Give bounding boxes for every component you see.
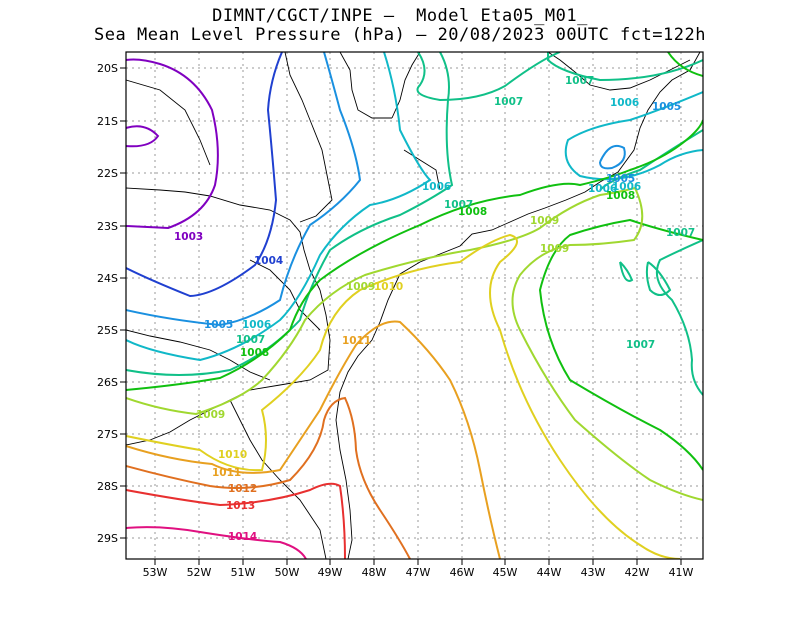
x-tick-label: 43W — [581, 566, 606, 579]
isobar-1010 — [126, 233, 681, 559]
x-tick-label: 53W — [143, 566, 168, 579]
contour-label-1009: 1009 — [540, 243, 569, 255]
coastline-borders — [126, 52, 701, 559]
contour-label-1014: 1014 — [228, 531, 257, 543]
isobar-1011 — [126, 320, 501, 559]
contour-label-1006: 1006 — [422, 181, 451, 193]
map-frame — [125, 51, 704, 560]
y-tick-label: 28S — [97, 480, 118, 493]
contour-label-1012: 1012 — [228, 483, 257, 495]
x-tick-label: 48W — [362, 566, 387, 579]
contour-label-1010: 1010 — [374, 281, 403, 293]
title-line-2: Sea Mean Level Pressure (hPa) – 20/08/20… — [94, 25, 706, 45]
isobar-1008-s — [538, 218, 703, 471]
contour-label-1005: 1005 — [204, 319, 233, 331]
x-tick-label: 45W — [493, 566, 518, 579]
contour-label-1006: 1006 — [242, 319, 271, 331]
isobar-1014 — [126, 526, 307, 559]
axis-ticks — [120, 67, 682, 565]
isobar-1005-sw — [599, 144, 626, 170]
x-tick-label: 51W — [231, 566, 256, 579]
isobar-1007-se — [656, 239, 703, 396]
x-tick-label: 47W — [406, 566, 431, 579]
isobar-1007 — [416, 52, 561, 102]
y-tick-label: 20S — [97, 62, 118, 75]
contour-label-1007: 1007 — [666, 227, 695, 239]
isobar-1012 — [126, 396, 411, 559]
isobar-1008-top — [667, 52, 703, 77]
contour-label-1007: 1007 — [494, 96, 523, 108]
contour-label-1006: 1006 — [612, 181, 641, 193]
contour-label-1005: 1005 — [652, 101, 681, 113]
contour-label-1010: 1010 — [218, 449, 247, 461]
y-tick-label: 22S — [97, 167, 118, 180]
x-tick-label: 41W — [669, 566, 694, 579]
contour-label-1006: 1006 — [610, 97, 639, 109]
isobar-1007-b — [126, 52, 454, 376]
isobar-1003-blob — [126, 125, 160, 148]
isobar-1007-wiggle — [619, 261, 672, 296]
x-tick-label: 52W — [187, 566, 212, 579]
y-tick-label: 26S — [97, 376, 118, 389]
contour-label-1007: 1007 — [565, 75, 594, 87]
y-tick-label: 25S — [97, 324, 118, 337]
x-tick-label: 44W — [537, 566, 562, 579]
y-tick-label: 29S — [97, 532, 118, 545]
contour-label-1013: 1013 — [226, 500, 255, 512]
contour-label-1006: 1006 — [588, 183, 617, 195]
contour-label-1003: 1003 — [174, 231, 203, 243]
isobar-1013 — [126, 482, 346, 559]
contour-label-1008: 1008 — [458, 206, 487, 218]
isobar-1004 — [126, 52, 283, 298]
contour-label-1005: 1005 — [606, 173, 635, 185]
contour-label-1009: 1009 — [530, 215, 559, 227]
contour-label-1011: 1011 — [342, 335, 371, 347]
x-tick-label: 46W — [450, 566, 475, 579]
contour-label-1008: 1008 — [240, 347, 269, 359]
x-tick-label: 49W — [318, 566, 343, 579]
y-tick-label: 21S — [97, 115, 118, 128]
contour-label-1007: 1007 — [444, 199, 473, 211]
contour-label-1004: 1004 — [254, 255, 283, 267]
y-tick-label: 24S — [97, 272, 118, 285]
contour-label-1007: 1007 — [626, 339, 655, 351]
isobar-1008 — [126, 119, 703, 391]
isobar-1009 — [126, 186, 703, 501]
isobar-1003 — [126, 58, 219, 230]
y-tick-label: 27S — [97, 428, 118, 441]
isobar-1006 — [126, 52, 432, 362]
title-line-1: DIMNT/CGCT/INPE – Model Eta05_M01_ — [212, 6, 588, 26]
x-tick-label: 50W — [275, 566, 300, 579]
contour-label-1009: 1009 — [346, 281, 375, 293]
contour-label-1008: 1008 — [606, 190, 635, 202]
map-grid — [126, 52, 703, 559]
y-tick-label: 23S — [97, 220, 118, 233]
contour-label-1009: 1009 — [196, 409, 225, 421]
isobar-1006-e — [564, 91, 703, 181]
x-tick-label: 42W — [625, 566, 650, 579]
contour-label-1011: 1011 — [212, 467, 241, 479]
isobar-1005 — [126, 52, 362, 327]
contour-label-1007: 1007 — [236, 334, 265, 346]
